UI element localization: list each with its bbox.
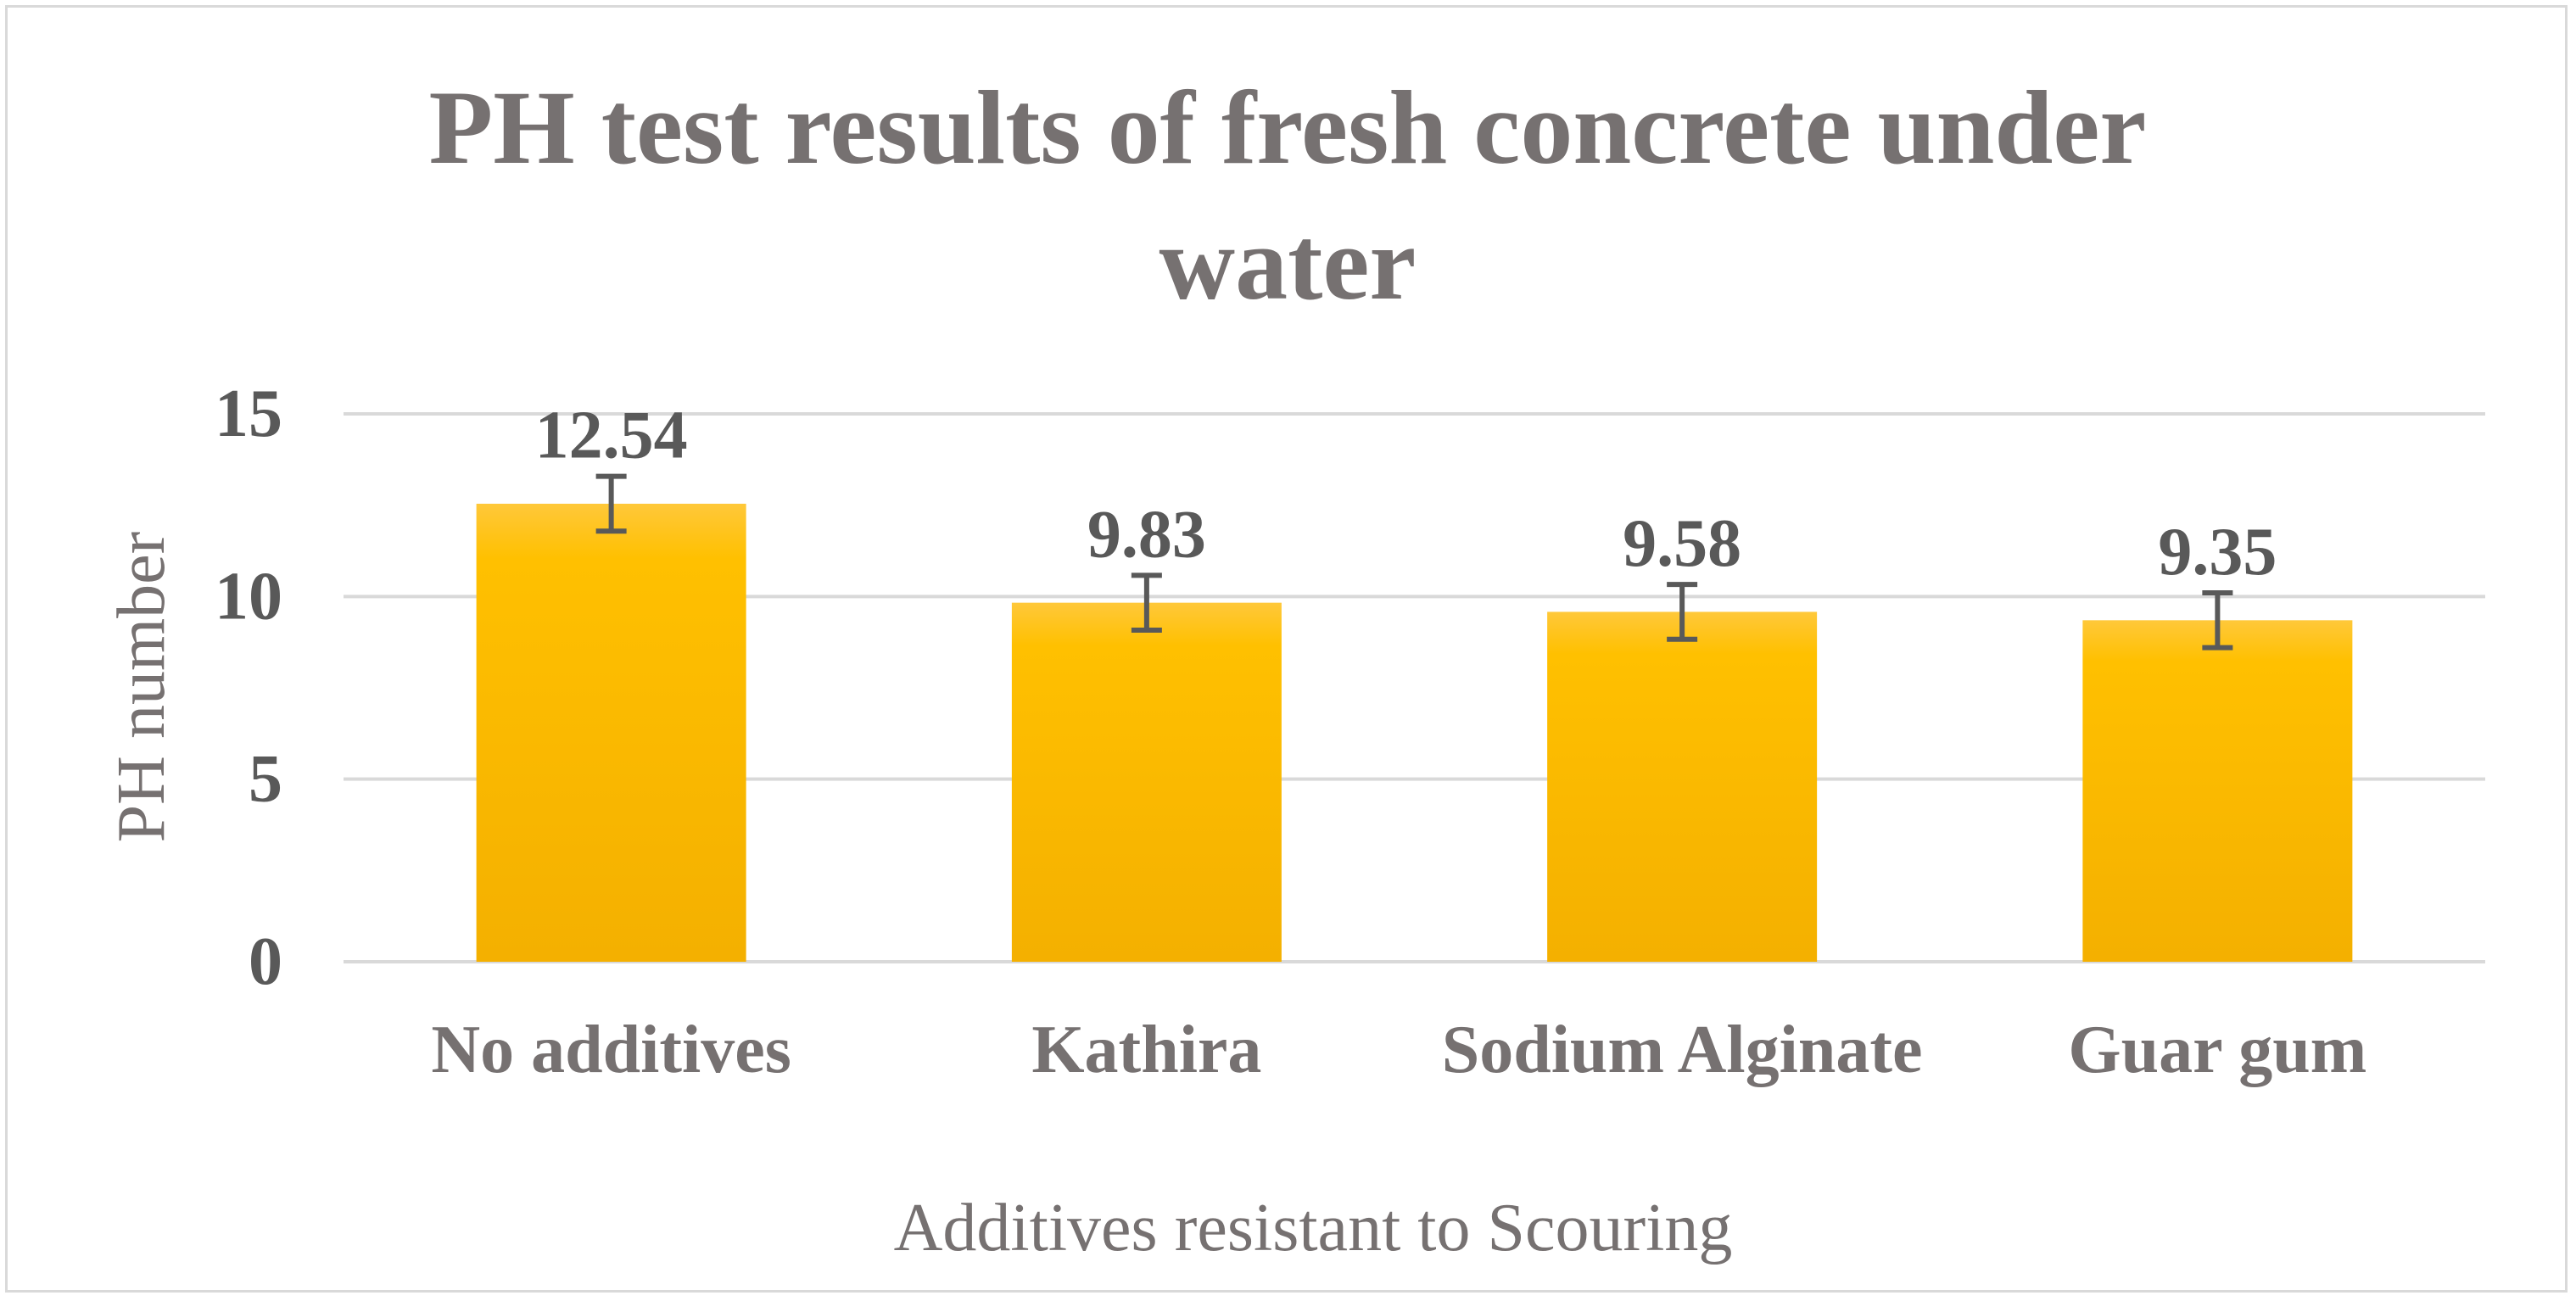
y-axis-ticks: 0 5 10 15 — [215, 377, 282, 999]
x-axis-ticks: No additives Kathira Sodium Alginate Guar g… — [431, 1013, 2366, 1087]
x-tick-label: Kathira — [1031, 1013, 1261, 1087]
x-tick-label: Sodium Alginate — [1442, 1013, 1923, 1087]
data-label: 12.54 — [535, 399, 688, 473]
x-axis-title: Additives resistant to Scouring — [894, 1191, 1733, 1265]
data-label: 9.35 — [2158, 515, 2277, 589]
y-tick-label: 10 — [215, 559, 282, 634]
bar-3 — [2082, 620, 2353, 962]
y-tick-label: 5 — [249, 742, 282, 817]
bars — [476, 503, 2353, 962]
y-tick-label: 15 — [215, 377, 282, 451]
chart-title-line-2: water — [1159, 205, 1417, 321]
x-tick-label: No additives — [431, 1013, 791, 1087]
bar-0 — [476, 503, 746, 962]
y-tick-label: 0 — [249, 924, 282, 999]
chart-title-line-1: PH test results of fresh concrete under — [429, 70, 2147, 186]
bar-1 — [1011, 602, 1282, 962]
data-label: 9.58 — [1623, 506, 1741, 581]
bar-2 — [1547, 611, 1818, 962]
data-labels: 12.54 9.83 9.58 9.35 — [535, 399, 2277, 589]
y-axis-title: PH number — [104, 532, 179, 843]
x-tick-label: Guar gum — [2068, 1013, 2366, 1087]
error-bars — [595, 473, 2233, 650]
data-label: 9.83 — [1087, 497, 1206, 572]
